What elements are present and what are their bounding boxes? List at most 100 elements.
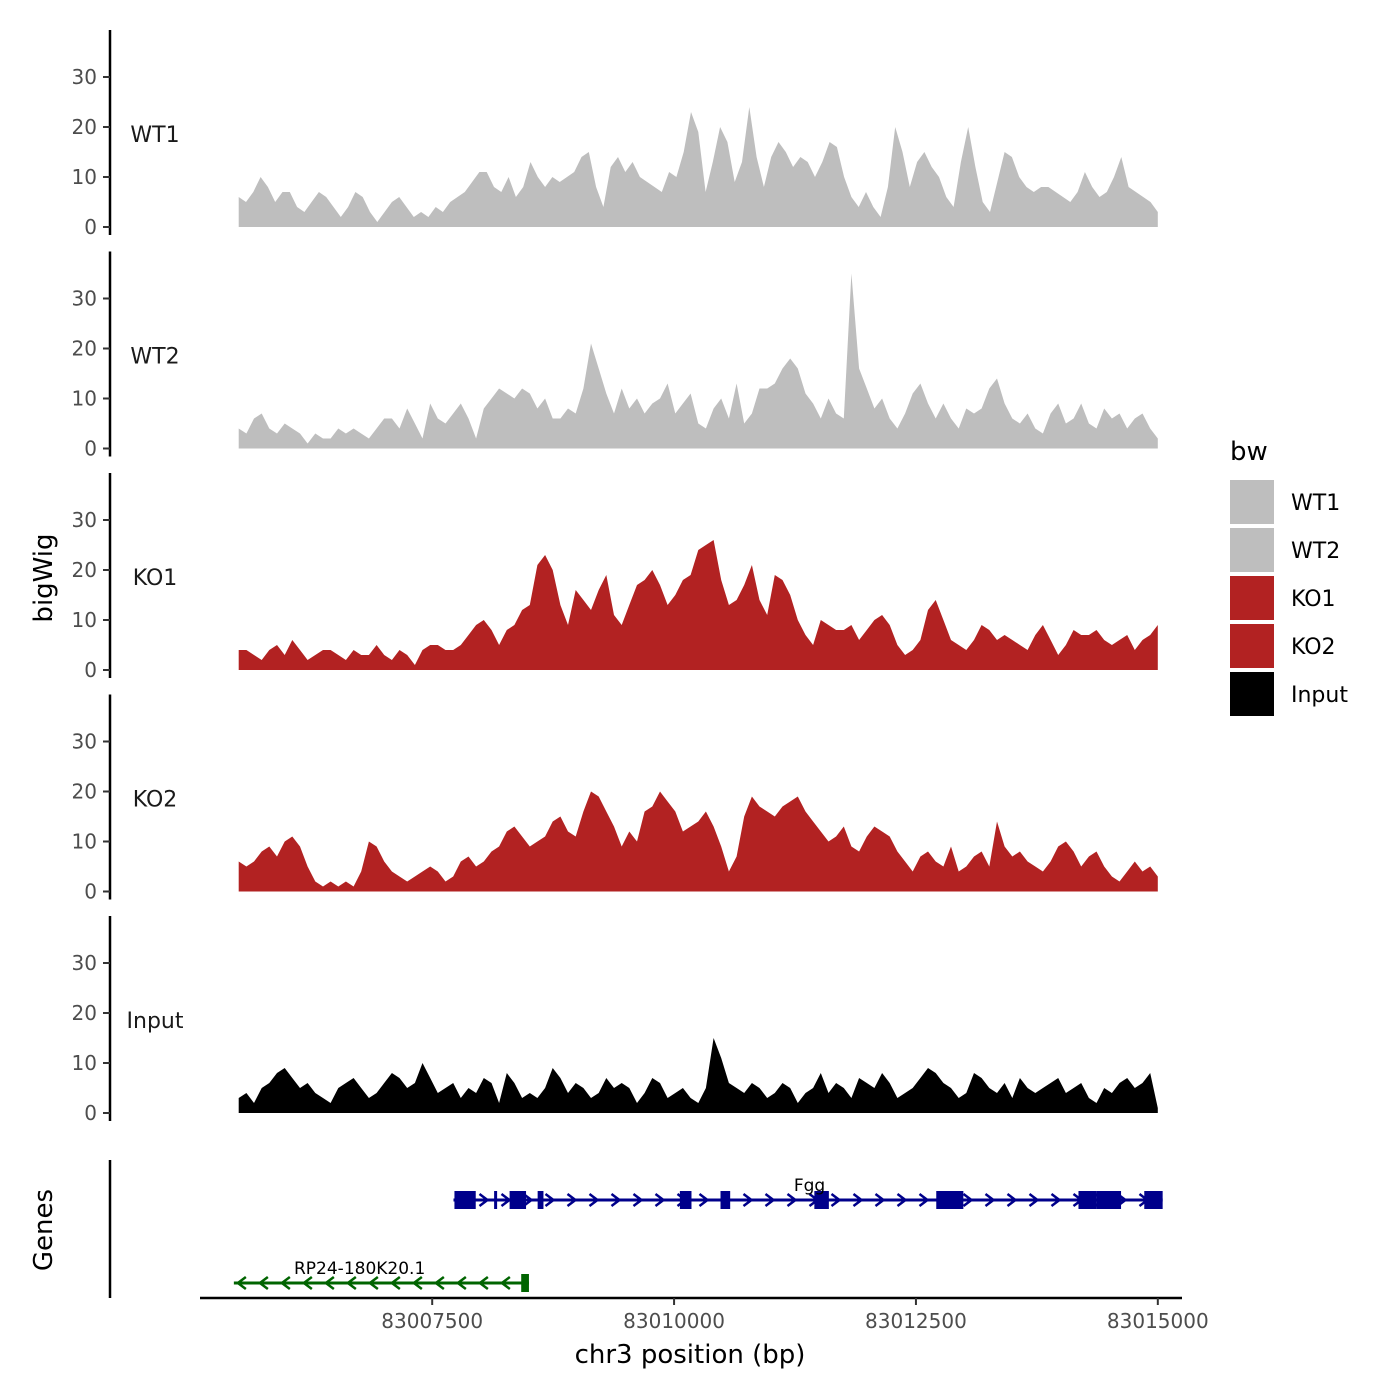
strand-arrow (345, 1276, 357, 1290)
exon (814, 1191, 829, 1209)
strand-arrow (411, 1276, 423, 1290)
track-input: 0 10 20 30 Input (72, 916, 1158, 1125)
legend-item-input: Input (1230, 672, 1348, 716)
legend-swatch (1230, 480, 1274, 524)
genes-axis-label: Genes (29, 1189, 59, 1271)
signal-area-input (238, 1038, 1158, 1113)
legend-title: bw (1230, 437, 1268, 467)
y-tick-label: 30 (72, 508, 97, 532)
genes-group: Fgg RP24-180K20.1 (108, 1160, 1163, 1298)
strand-arrow (389, 1276, 401, 1290)
signal-area-wt1 (238, 107, 1158, 227)
strand-arrow (544, 1193, 556, 1207)
x-tick-label: 83015000 (1107, 1309, 1209, 1333)
exon (1096, 1191, 1122, 1209)
y-tick-label: 0 (84, 437, 97, 461)
exon (537, 1191, 544, 1209)
legend-swatch (1230, 528, 1274, 572)
gene-label: Fgg (794, 1176, 825, 1196)
signal-area-ko2 (238, 791, 1158, 892)
gene-label: RP24-180K20.1 (294, 1259, 425, 1279)
y-tick-label: 10 (72, 608, 97, 632)
x-tick-label: 83007500 (381, 1309, 483, 1333)
strand-arrow (323, 1276, 335, 1290)
strand-arrow (566, 1193, 578, 1207)
strand-arrow (257, 1276, 269, 1290)
track-label: WT1 (130, 123, 179, 148)
x-tick-label: 83010000 (623, 1309, 725, 1333)
exon (521, 1274, 529, 1292)
y-tick-label: 10 (72, 165, 97, 189)
y-tick-label: 20 (72, 558, 97, 582)
y-tick-label: 20 (72, 115, 97, 139)
y-tick-label: 0 (84, 658, 97, 682)
legend-label: WT1 (1291, 491, 1340, 516)
y-tick-label: 20 (72, 1001, 97, 1025)
legend-swatch (1230, 576, 1274, 620)
strand-arrow (896, 1193, 908, 1207)
y-tick-label: 10 (72, 1051, 97, 1075)
strand-arrow (830, 1193, 842, 1207)
exon (509, 1191, 527, 1209)
legend-swatch (1230, 672, 1274, 716)
legend-label: KO2 (1291, 635, 1336, 660)
strand-arrow (1006, 1193, 1018, 1207)
legend-swatch (1230, 624, 1274, 668)
track-ko2: 0 10 20 30 KO2 (72, 694, 1158, 904)
y-tick-label: 30 (72, 730, 97, 754)
strand-arrow (477, 1276, 489, 1290)
y-tick-label: 20 (72, 780, 97, 804)
strand-arrow (874, 1193, 886, 1207)
track-label: KO1 (133, 566, 178, 591)
track-label: Input (127, 1009, 184, 1034)
track-ko1: 0 10 20 30 KO1 (72, 473, 1158, 682)
legend-item-ko1: KO1 (1230, 576, 1336, 620)
strand-arrow (279, 1276, 291, 1290)
strand-arrow (588, 1193, 600, 1207)
strand-arrow (455, 1276, 467, 1290)
y-tick-label: 30 (72, 951, 97, 975)
y-tick-label: 30 (72, 287, 97, 311)
strand-arrow (918, 1193, 930, 1207)
y-tick-label: 0 (84, 1101, 97, 1125)
exon (454, 1191, 476, 1209)
exon (494, 1191, 498, 1209)
legend-label: Input (1291, 683, 1348, 708)
strand-arrow (499, 1276, 511, 1290)
exon (1078, 1191, 1097, 1209)
strand-arrow (522, 1193, 534, 1207)
gene-rp24-180k20.1: RP24-180K20.1 (233, 1259, 529, 1292)
exon (1144, 1191, 1163, 1209)
legend-item-wt2: WT2 (1230, 528, 1340, 572)
track-label: KO2 (133, 788, 178, 813)
strand-arrow (610, 1193, 622, 1207)
strand-arrow (962, 1193, 974, 1207)
strand-arrow (500, 1193, 512, 1207)
strand-arrow (301, 1276, 313, 1290)
gene-fgg: Fgg (453, 1176, 1163, 1209)
legend-label: KO1 (1291, 587, 1336, 612)
strand-arrow (764, 1193, 776, 1207)
signal-area-ko1 (238, 540, 1158, 670)
y-tick-label: 30 (72, 65, 97, 89)
strand-arrow (367, 1276, 379, 1290)
exon (936, 1191, 964, 1209)
legend-label: WT2 (1291, 539, 1340, 564)
x-axis-label: chr3 position (bp) (575, 1340, 806, 1370)
track-wt1: 0 10 20 30 WT1 (72, 30, 1158, 239)
strand-arrow (632, 1193, 644, 1207)
y-tick-label: 0 (84, 215, 97, 239)
strand-arrow (742, 1193, 754, 1207)
x-axis: 83007500 83010000 83012500 83015000 (200, 1296, 1209, 1333)
x-tick-label: 83012500 (865, 1309, 967, 1333)
strand-arrow (1028, 1193, 1040, 1207)
y-tick-label: 10 (72, 830, 97, 854)
legend-item-wt1: WT1 (1230, 480, 1340, 524)
tracks-group: 0 10 20 30 WT1 0 10 20 30 WT2 0 10 20 30 KO1 0 10 20 30 KO2… (72, 30, 1158, 1125)
strand-arrow (1050, 1193, 1062, 1207)
strand-arrow (654, 1193, 666, 1207)
strand-arrow (698, 1193, 710, 1207)
legend: bw WT1 WT2 KO1 KO2 Input (1230, 437, 1348, 716)
strand-arrow (852, 1193, 864, 1207)
